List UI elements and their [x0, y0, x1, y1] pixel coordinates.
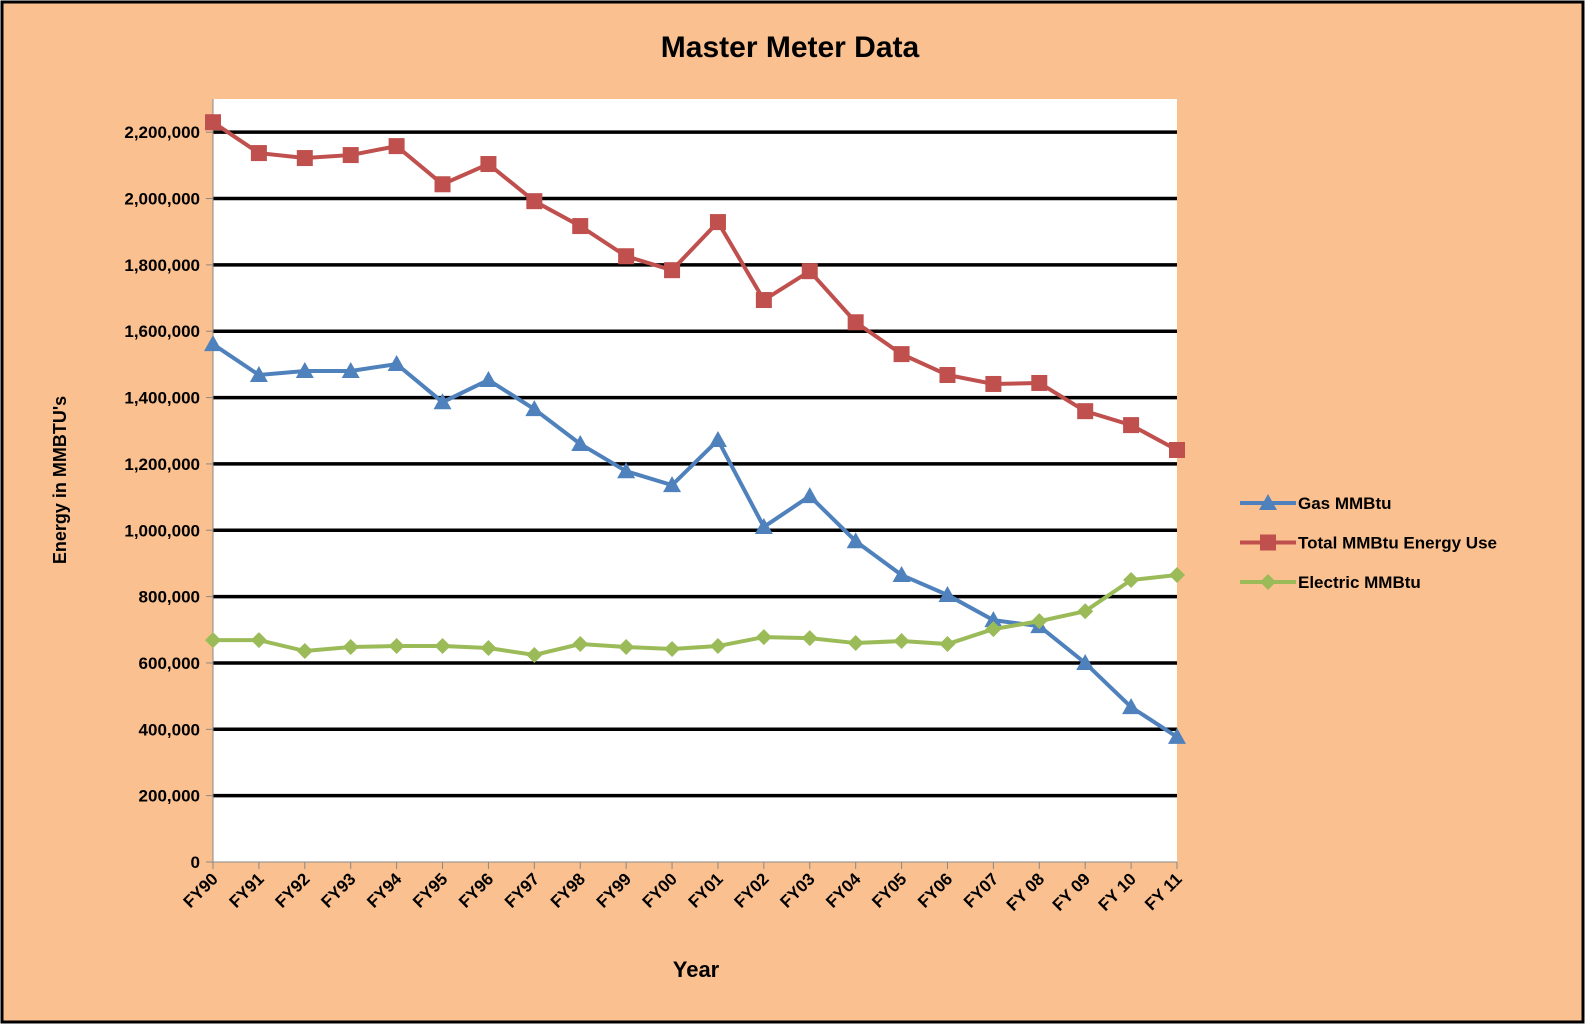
legend-label: Electric MMBtu — [1298, 573, 1421, 592]
data-point — [617, 462, 636, 479]
data-point — [342, 639, 359, 656]
legend-marker — [1260, 534, 1276, 551]
legend-label: Total MMBtu Energy Use — [1298, 534, 1497, 553]
data-point — [939, 636, 956, 653]
data-point — [479, 370, 498, 387]
y-tick-label: 1,400,000 — [124, 389, 200, 408]
data-point — [664, 641, 681, 658]
y-tick-label: 2,200,000 — [124, 123, 200, 142]
series-line — [213, 573, 1178, 658]
data-point — [801, 263, 818, 280]
data-point — [985, 621, 1002, 638]
data-point — [572, 636, 589, 653]
y-tick-label: 0 — [191, 853, 200, 872]
data-point — [1031, 613, 1048, 630]
data-point — [709, 214, 726, 231]
data-point — [709, 638, 726, 655]
data-point — [1077, 403, 1094, 420]
data-point — [939, 367, 956, 384]
y-axis-title: Energy in MMBTU's — [50, 396, 70, 564]
y-tick-label: 1,600,000 — [124, 322, 200, 341]
y-tick-label: 800,000 — [139, 588, 200, 607]
data-point — [387, 355, 406, 372]
data-point — [1076, 653, 1095, 670]
data-point — [434, 176, 451, 193]
data-point — [341, 362, 360, 379]
data-point — [1123, 417, 1140, 434]
data-point — [1077, 603, 1094, 620]
data-point — [938, 585, 957, 602]
y-tick-label: 400,000 — [139, 720, 200, 739]
data-point — [526, 193, 543, 210]
legend-marker — [1260, 574, 1276, 590]
chart-title: Master Meter Data — [661, 31, 920, 64]
y-tick-label: 1,000,000 — [124, 521, 200, 540]
data-point — [985, 375, 1002, 392]
data-point — [204, 335, 222, 352]
data-point — [205, 632, 221, 649]
data-point — [525, 400, 544, 417]
data-point — [800, 487, 819, 504]
data-point — [984, 611, 1003, 628]
data-point — [1122, 698, 1141, 715]
data-point — [664, 262, 681, 279]
data-point — [847, 314, 864, 331]
data-point — [1169, 567, 1185, 584]
data-point — [205, 114, 221, 131]
data-point — [801, 630, 818, 647]
data-point — [572, 218, 589, 235]
data-point — [755, 292, 772, 309]
data-point — [480, 156, 497, 173]
data-point — [571, 435, 590, 452]
plot-area — [213, 99, 1177, 862]
y-tick-label: 200,000 — [139, 787, 200, 806]
series-line — [211, 120, 1178, 452]
data-point — [296, 150, 313, 167]
data-point — [755, 629, 772, 646]
data-point — [296, 643, 313, 660]
data-point — [250, 145, 267, 162]
data-point — [342, 147, 359, 164]
data-point — [434, 638, 451, 655]
legend-label: Gas MMBtu — [1298, 494, 1392, 513]
data-point — [618, 639, 635, 656]
data-point — [618, 248, 635, 265]
data-point — [663, 476, 682, 493]
y-tick-label: 1,800,000 — [124, 256, 200, 275]
data-point — [250, 632, 267, 649]
data-point — [1169, 441, 1185, 458]
y-tick-label: 1,200,000 — [124, 455, 200, 474]
data-point — [1168, 727, 1186, 744]
data-point — [892, 566, 911, 583]
data-point — [1031, 374, 1048, 391]
data-point — [388, 138, 405, 155]
y-tick-label: 600,000 — [139, 654, 200, 673]
data-point — [847, 635, 864, 652]
x-axis-title: Year — [673, 957, 720, 982]
legend-marker — [1259, 494, 1277, 510]
data-point — [846, 532, 865, 549]
y-tick-label: 2,000,000 — [124, 190, 200, 209]
data-point — [433, 393, 452, 410]
data-point — [388, 638, 405, 655]
data-point — [480, 640, 497, 657]
data-point — [708, 431, 727, 448]
data-point — [754, 517, 773, 534]
data-point — [1123, 572, 1140, 589]
data-point — [249, 366, 268, 383]
data-point — [295, 362, 314, 379]
data-point — [893, 633, 910, 650]
data-point — [893, 346, 910, 363]
data-point — [526, 646, 543, 663]
